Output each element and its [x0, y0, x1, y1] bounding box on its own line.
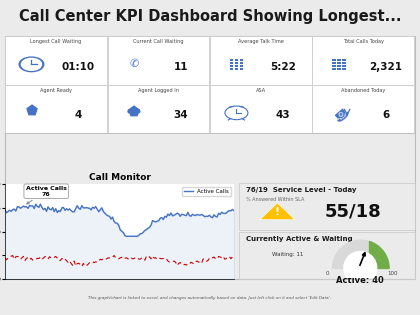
FancyBboxPatch shape [332, 62, 336, 64]
Text: 11: 11 [173, 62, 188, 72]
Text: Abandoned Today: Abandoned Today [341, 88, 386, 93]
Text: Agent Ready: Agent Ready [40, 88, 72, 93]
FancyBboxPatch shape [312, 85, 414, 133]
FancyBboxPatch shape [337, 65, 341, 67]
Text: 0: 0 [326, 271, 329, 276]
FancyBboxPatch shape [235, 59, 238, 61]
Text: 100: 100 [388, 271, 398, 276]
FancyBboxPatch shape [108, 85, 209, 133]
Text: This graph/chart is linked to excel, and changes automatically based on data. Ju: This graph/chart is linked to excel, and… [89, 296, 331, 301]
Text: Active Calls
76: Active Calls 76 [26, 186, 67, 204]
FancyBboxPatch shape [235, 68, 238, 70]
Text: ✆: ✆ [129, 59, 139, 69]
Text: 01:10: 01:10 [62, 62, 95, 72]
FancyBboxPatch shape [337, 59, 341, 61]
FancyBboxPatch shape [230, 62, 234, 64]
FancyBboxPatch shape [230, 65, 234, 67]
Legend: Active Calls: Active Calls [182, 187, 231, 197]
Text: ⬟: ⬟ [128, 106, 140, 120]
FancyBboxPatch shape [239, 62, 243, 64]
FancyBboxPatch shape [332, 59, 336, 61]
FancyBboxPatch shape [235, 62, 238, 64]
FancyBboxPatch shape [342, 65, 346, 67]
FancyBboxPatch shape [239, 68, 243, 70]
Text: 4: 4 [74, 110, 82, 120]
Text: Call Center KPI Dashboard Showing Longest...: Call Center KPI Dashboard Showing Longes… [19, 9, 401, 24]
FancyBboxPatch shape [5, 36, 107, 85]
FancyBboxPatch shape [342, 68, 346, 70]
FancyBboxPatch shape [312, 36, 414, 85]
Circle shape [19, 57, 44, 72]
Text: ●: ● [127, 108, 131, 113]
Text: 76/19  Service Level - Today: 76/19 Service Level - Today [246, 187, 356, 193]
Circle shape [21, 58, 42, 70]
Text: ☎: ☎ [329, 103, 349, 123]
FancyBboxPatch shape [342, 59, 346, 61]
Text: ●: ● [29, 107, 34, 113]
Title: Call Monitor: Call Monitor [89, 173, 150, 182]
Text: 6: 6 [382, 110, 389, 120]
Text: Currently Active & Waiting: Currently Active & Waiting [246, 236, 352, 242]
FancyBboxPatch shape [230, 68, 234, 70]
FancyBboxPatch shape [332, 68, 336, 70]
Circle shape [344, 252, 377, 284]
Text: Current Call Waiting: Current Call Waiting [133, 39, 184, 44]
FancyBboxPatch shape [239, 59, 243, 61]
Text: 43: 43 [276, 110, 291, 120]
Text: Active: 40: Active: 40 [336, 277, 384, 285]
Polygon shape [260, 203, 295, 220]
Text: Total Calls Today: Total Calls Today [343, 39, 384, 44]
Text: 34: 34 [173, 110, 188, 120]
Text: ⬟: ⬟ [26, 105, 37, 119]
Text: 5:22: 5:22 [270, 62, 296, 72]
Text: % Answered Within SLA: % Answered Within SLA [246, 197, 304, 202]
FancyBboxPatch shape [210, 85, 312, 133]
FancyBboxPatch shape [337, 68, 341, 70]
FancyBboxPatch shape [342, 62, 346, 64]
Text: !: ! [275, 207, 280, 217]
FancyBboxPatch shape [235, 65, 238, 67]
FancyBboxPatch shape [337, 62, 341, 64]
Circle shape [225, 106, 248, 120]
Text: Agent Logged In: Agent Logged In [138, 88, 179, 93]
FancyBboxPatch shape [5, 85, 107, 133]
Text: Waiting: 11: Waiting: 11 [272, 252, 304, 257]
FancyBboxPatch shape [239, 65, 243, 67]
Text: Average Talk Time: Average Talk Time [238, 39, 284, 44]
FancyBboxPatch shape [230, 59, 234, 61]
FancyBboxPatch shape [332, 65, 336, 67]
Text: 2,321: 2,321 [369, 62, 402, 72]
Text: 55/18: 55/18 [325, 202, 382, 220]
FancyBboxPatch shape [210, 36, 312, 85]
Text: ●: ● [136, 108, 140, 113]
FancyBboxPatch shape [108, 36, 209, 85]
Text: ASA: ASA [256, 88, 266, 93]
Text: Longest Call Waiting: Longest Call Waiting [30, 39, 81, 44]
